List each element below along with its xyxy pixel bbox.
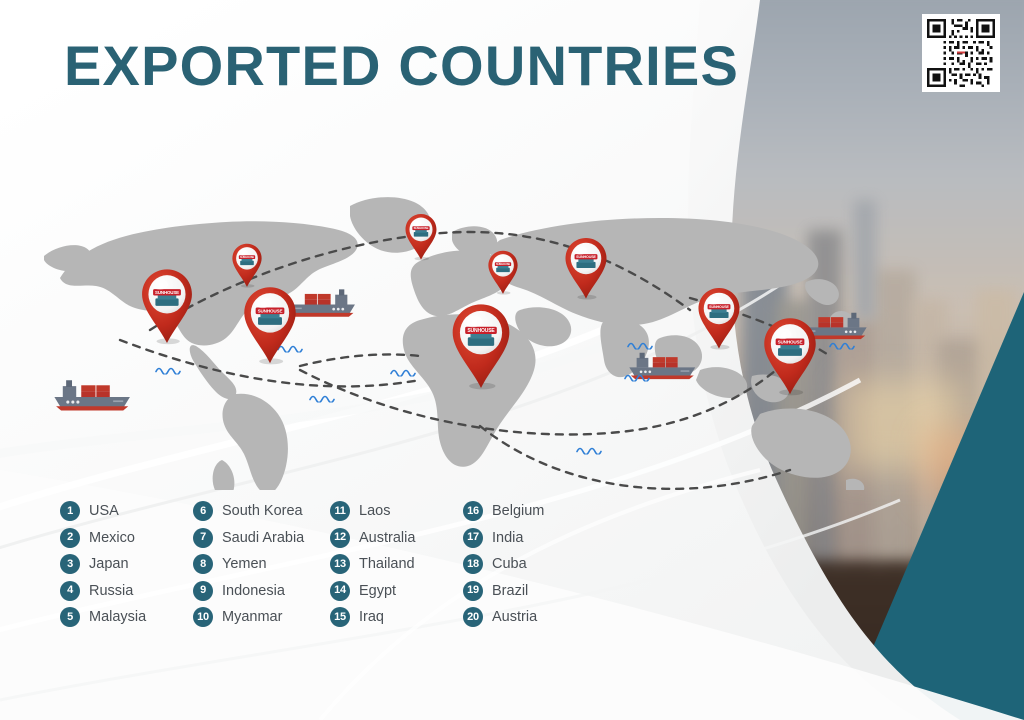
legend-column-2: 6 South Korea 7 Saudi Arabia 8 Yemen 9 Indonesi… [193,498,330,631]
legend-country-label: Cuba [492,556,527,573]
pin-usa-icon[interactable]: SUNHOUSE [138,268,196,345]
country-legend: 1 USA 2 Mexico 3 Japan 4 Russia 5 Malaysia 6 South … [60,498,596,631]
legend-number-badge: 10 [193,607,213,628]
legend-item-usa[interactable]: 1 USA [60,498,193,525]
legend-number-badge: 20 [463,607,483,628]
legend-number-badge: 6 [193,501,213,522]
legend-country-label: Thailand [359,556,415,573]
pin-greenland-icon[interactable]: SUNHOUSE [403,213,439,261]
legend-item-australia[interactable]: 12 Australia [330,525,463,552]
svg-text:SUNHOUSE: SUNHOUSE [155,290,179,295]
legend-country-label: Brazil [492,582,529,599]
legend-item-japan[interactable]: 3 Japan [60,551,193,578]
legend-country-label: South Korea [222,503,303,520]
ship-atlantic-icon [282,279,358,322]
svg-text:SUNHOUSE: SUNHOUSE [414,226,429,230]
pin-russia-icon[interactable]: SUNHOUSE [562,237,610,300]
legend-country-label: Mexico [89,529,135,546]
pin-europe-icon[interactable]: SUNHOUSE [486,250,520,295]
legend-country-label: Indonesia [222,582,285,599]
legend-item-indonesia[interactable]: 9 Indonesia [193,578,330,605]
legend-country-label: Belgium [492,503,545,520]
legend-country-label: Saudi Arabia [222,529,305,546]
legend-item-iraq[interactable]: 15 Iraq [330,604,463,631]
legend-item-mexico[interactable]: 2 Mexico [60,525,193,552]
legend-country-label: Laos [359,503,391,520]
legend-country-label: Australia [359,529,416,546]
legend-country-label: Malaysia [89,609,147,626]
legend-number-badge: 2 [60,527,80,548]
legend-number-badge: 19 [463,580,483,601]
ship-pacific-icon [796,303,870,344]
svg-text:SUNHOUSE: SUNHOUSE [576,255,596,259]
legend-item-india[interactable]: 17 India [463,525,596,552]
legend-number-badge: 3 [60,554,80,575]
legend-item-yemen[interactable]: 8 Yemen [193,551,330,578]
legend-country-label: Yemen [222,556,267,573]
qr-code-icon[interactable] [922,14,1000,92]
svg-text:SUNHOUSE: SUNHOUSE [496,262,510,266]
legend-item-cuba[interactable]: 18 Cuba [463,551,596,578]
svg-text:SUNHOUSE: SUNHOUSE [778,340,803,345]
page-title: EXPORTED COUNTRIES [64,34,740,97]
svg-text:SUNHOUSE: SUNHOUSE [240,255,254,259]
legend-country-label: Austria [492,609,538,626]
wave-icon [624,373,650,382]
legend-number-badge: 8 [193,554,213,575]
svg-text:SUNHOUSE: SUNHOUSE [258,309,283,314]
legend-item-brazil[interactable]: 19 Brazil [463,578,596,605]
legend-number-badge: 15 [330,607,350,628]
legend-item-saudi-arabia[interactable]: 7 Saudi Arabia [193,525,330,552]
wave-icon [309,394,335,403]
pin-mexico-icon[interactable]: SUNHOUSE [240,286,300,365]
wave-icon [627,341,653,350]
legend-country-label: Japan [89,556,129,573]
legend-country-label: Iraq [359,609,384,626]
legend-number-badge: 4 [60,580,80,601]
legend-item-south-korea[interactable]: 6 South Korea [193,498,330,525]
legend-country-label: Myanmar [222,609,283,626]
pin-australia-icon[interactable]: SUNHOUSE [760,317,820,396]
legend-item-belgium[interactable]: 16 Belgium [463,498,596,525]
pin-sea-icon[interactable]: SUNHOUSE [695,287,743,350]
legend-number-badge: 17 [463,527,483,548]
legend-number-badge: 14 [330,580,350,601]
pin-africa-icon[interactable]: SUNHOUSE [448,303,514,390]
legend-country-label: India [492,529,524,546]
wave-icon [390,368,416,377]
legend-column-4: 16 Belgium 17 India 18 Cuba 19 Brazil 20 Austria [463,498,596,631]
legend-item-egypt[interactable]: 14 Egypt [330,578,463,605]
ship-atlantic-west-icon [51,369,135,416]
wave-icon [155,366,181,375]
legend-number-badge: 16 [463,501,483,522]
legend-number-badge: 5 [60,607,80,628]
legend-number-badge: 12 [330,527,350,548]
legend-column-3: 11 Laos 12 Australia 13 Thailand 14 Egypt 15 Iraq [330,498,463,631]
legend-item-thailand[interactable]: 13 Thailand [330,551,463,578]
legend-number-badge: 18 [463,554,483,575]
legend-number-badge: 13 [330,554,350,575]
legend-country-label: Egypt [359,582,397,599]
legend-item-laos[interactable]: 11 Laos [330,498,463,525]
legend-number-badge: 9 [193,580,213,601]
legend-item-malaysia[interactable]: 5 Malaysia [60,604,193,631]
legend-country-label: Russia [89,582,134,599]
legend-number-badge: 7 [193,527,213,548]
wave-icon [277,344,303,353]
legend-item-myanmar[interactable]: 10 Myanmar [193,604,330,631]
pin-canada-icon[interactable]: SUNHOUSE [230,243,264,288]
svg-text:SUNHOUSE: SUNHOUSE [709,305,729,309]
legend-item-russia[interactable]: 4 Russia [60,578,193,605]
legend-item-austria[interactable]: 20 Austria [463,604,596,631]
ship-indian-icon [626,343,700,384]
svg-text:SUNHOUSE: SUNHOUSE [467,328,495,334]
legend-number-badge: 1 [60,501,80,522]
wave-icon [829,341,855,350]
legend-column-1: 1 USA 2 Mexico 3 Japan 4 Russia 5 Malaysia [60,498,193,631]
wave-icon [576,446,602,455]
legend-number-badge: 11 [330,501,350,522]
legend-country-label: USA [89,503,119,520]
